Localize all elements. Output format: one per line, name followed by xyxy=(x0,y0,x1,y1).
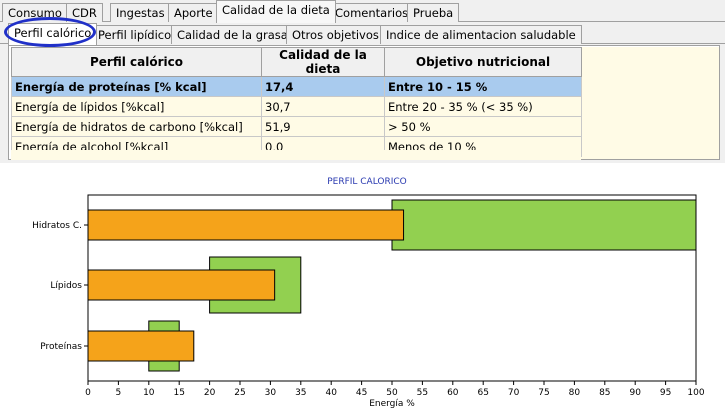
x-tick-label: 35 xyxy=(295,388,306,398)
cell-calidad: 30,7 xyxy=(261,96,385,117)
tab-aporte[interactable]: Aporte xyxy=(168,3,219,22)
tab-label: Consumo xyxy=(8,6,62,20)
cell-perfil: Energía de hidratos de carbono [%kcal] xyxy=(11,116,262,137)
x-tick-label: 30 xyxy=(265,388,277,398)
x-tick-label: 10 xyxy=(143,388,155,398)
x-tick-label: 25 xyxy=(234,388,245,398)
column-header-objetivo[interactable]: Objetivo nutricional xyxy=(384,47,582,77)
chart-svg: PERFIL CALORICO Hidratos C. Lípidos Proteí… xyxy=(32,177,705,409)
target-range-bar xyxy=(391,199,697,251)
cell-calidad: 51,9 xyxy=(261,116,385,137)
table-row[interactable]: Energía de lípidos [%kcal] 30,7 Entre 20… xyxy=(11,96,582,117)
tab-indice-alimentacion-saludable[interactable]: Indice de alimentacion saludable xyxy=(380,25,582,44)
tab-label: Indice de alimentacion saludable xyxy=(386,28,576,42)
x-tick-label: 60 xyxy=(447,388,459,398)
value-bar xyxy=(87,209,405,241)
value-bar xyxy=(87,269,276,301)
x-tick-label: 80 xyxy=(569,388,581,398)
tab-perfil-lipidico[interactable]: Perfil lipídico xyxy=(92,25,178,44)
x-tick-label: 95 xyxy=(660,388,671,398)
tab-comentarios[interactable]: Comentarios xyxy=(329,3,415,22)
calorie-profile-panel: Perfil calórico Calidad de la dieta Obje… xyxy=(8,45,720,160)
tab-prueba[interactable]: Prueba xyxy=(407,3,460,22)
x-tick-label: 0 xyxy=(85,388,91,398)
y-tick-label: Lípidos xyxy=(50,281,82,291)
cell-calidad: 17,4 xyxy=(261,76,385,97)
cell-objetivo: Entre 10 - 15 % xyxy=(384,76,582,97)
main-tab-strip: Consumo CDR Ingestas Aporte Calidad de l… xyxy=(0,0,725,23)
tab-label: Aporte xyxy=(174,6,213,20)
x-tick-label: 15 xyxy=(173,388,184,398)
tab-label: Ingestas xyxy=(116,6,165,20)
calorie-profile-chart: PERFIL CALORICO Hidratos C. Lípidos Proteí… xyxy=(0,163,725,419)
x-tick-label: 75 xyxy=(538,388,549,398)
tab-label: Otros objetivos xyxy=(292,28,379,42)
tab-otros-objetivos[interactable]: Otros objetivos xyxy=(286,25,385,44)
table-row[interactable]: Energía de proteínas [% kcal] 17,4 Entre… xyxy=(11,76,582,97)
column-header-calidad[interactable]: Calidad de la dieta xyxy=(261,47,385,77)
plot-area: Hidratos C. Lípidos Proteínas 0 5 10 15 20 25 30 3… xyxy=(32,194,705,398)
x-tick-label: 40 xyxy=(325,388,337,398)
x-tick-label: 100 xyxy=(687,388,704,398)
x-tick-label: 5 xyxy=(116,388,122,398)
tab-perfil-calorico[interactable]: Perfil calórico xyxy=(8,23,98,45)
x-tick-label: 70 xyxy=(508,388,520,398)
grid-empty-area xyxy=(11,150,581,160)
cell-objetivo: Entre 20 - 35 % (< 35 %) xyxy=(384,96,582,117)
tab-label: Calidad de la dieta xyxy=(222,3,330,17)
y-tick-label: Hidratos C. xyxy=(32,221,82,231)
x-tick-label: 65 xyxy=(477,388,488,398)
tab-calidad-de-la-dieta[interactable]: Calidad de la dieta xyxy=(216,0,336,23)
x-axis-label: Energía % xyxy=(369,399,415,409)
x-tick-label: 45 xyxy=(356,388,367,398)
tab-calidad-de-la-grasa[interactable]: Calidad de la grasa xyxy=(171,25,294,44)
grid-background xyxy=(581,47,719,159)
sub-tab-strip: Perfil calórico Perfil lipídico Calidad … xyxy=(0,22,725,45)
cell-perfil: Energía de proteínas [% kcal] xyxy=(11,76,262,97)
tab-ingestas[interactable]: Ingestas xyxy=(110,3,171,22)
tab-label: Calidad de la grasa xyxy=(177,28,288,42)
x-tick-label: 55 xyxy=(417,388,428,398)
x-tick-label: 20 xyxy=(204,388,216,398)
cell-perfil: Energía de lípidos [%kcal] xyxy=(11,96,262,117)
tab-label: Perfil calórico xyxy=(14,26,92,40)
x-tick-label: 85 xyxy=(599,388,610,398)
table-header-row: Perfil calórico Calidad de la dieta Obje… xyxy=(11,47,582,77)
tab-label: Prueba xyxy=(413,6,454,20)
value-bar xyxy=(87,330,195,362)
chart-title: PERFIL CALORICO xyxy=(327,177,407,187)
table-row[interactable]: Energía de hidratos de carbono [%kcal] 5… xyxy=(11,116,582,137)
column-header-perfil[interactable]: Perfil calórico xyxy=(11,47,262,77)
tab-label: CDR xyxy=(72,6,97,20)
tab-cdr[interactable]: CDR xyxy=(66,3,103,22)
tab-label: Comentarios xyxy=(335,6,409,20)
tab-label: Perfil lipídico xyxy=(98,28,172,42)
tab-consumo[interactable]: Consumo xyxy=(2,3,68,22)
x-tick-label: 50 xyxy=(386,388,398,398)
y-tick-label: Proteínas xyxy=(40,342,82,352)
x-tick-label: 90 xyxy=(629,388,641,398)
calorie-profile-table: Perfil calórico Calidad de la dieta Obje… xyxy=(11,47,582,157)
cell-objetivo: > 50 % xyxy=(384,116,582,137)
